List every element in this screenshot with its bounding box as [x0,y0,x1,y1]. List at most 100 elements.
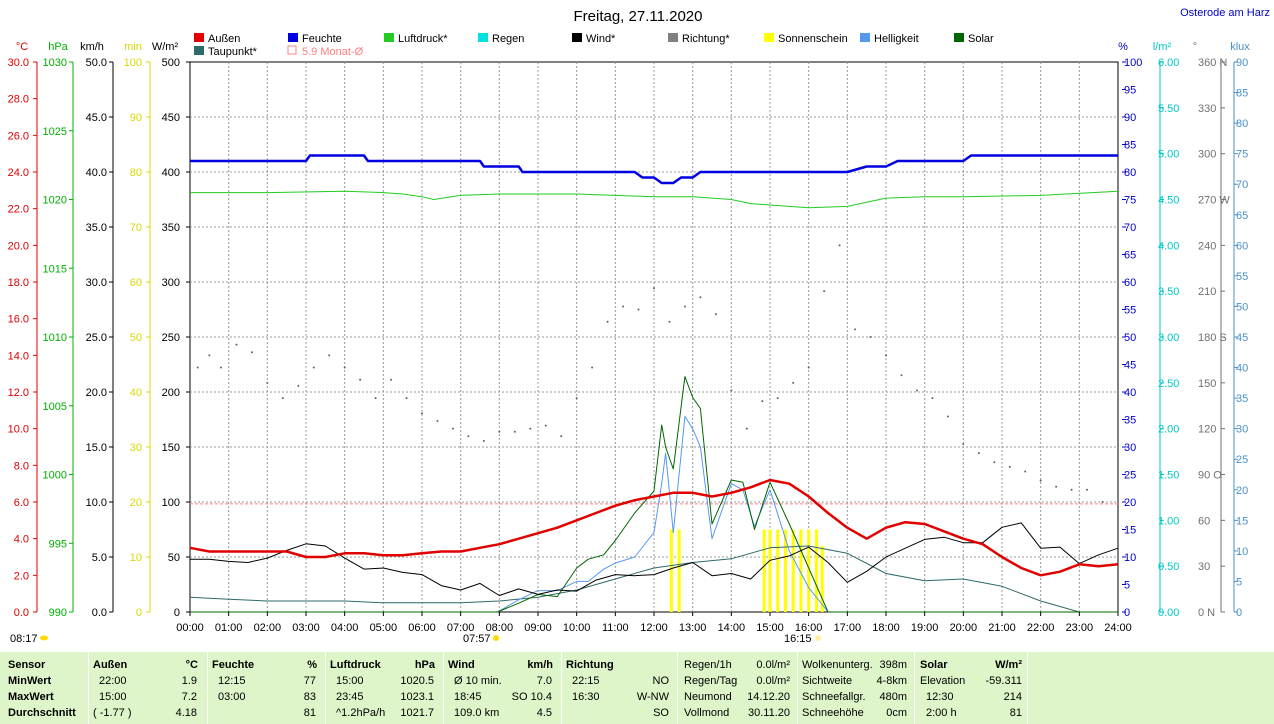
legend-swatch [194,46,204,55]
direction-point [869,336,872,338]
axis-unit-label: min [124,41,142,53]
axis-tick-label: 90 O [1198,470,1222,482]
direction-point [854,328,857,331]
axis-tick-label: 50 [1236,301,1248,313]
stats-rain-value: 30.11.20 [747,707,790,719]
direction-point [823,290,826,293]
direction-point [312,366,315,369]
weather-chart: Freitag, 27.11.2020 Osterode am Harz Auß… [8,7,1270,645]
sunrise-icon [493,635,499,641]
stats-value: 83 [303,691,316,703]
series-line-wind [190,522,1119,596]
axis-tick-label: 6.0 [14,497,29,509]
stats-header: Richtung [566,659,614,671]
direction-point [328,354,331,357]
direction-point [792,381,795,384]
direction-point [560,435,563,438]
stats-panel: Sensor MinWert MaxWert Durchschnitt Außen °C 2… [0,652,1274,724]
direction-point [730,389,733,392]
x-axis-tick-label: 12:00 [640,622,668,634]
axis-tick-label: 350 [162,222,180,234]
direction-point [1008,465,1011,468]
axis-unit-label: °C [16,41,28,53]
stats-value: 81 [303,707,316,719]
stats-cloud-label: Schneehöhe [802,707,864,719]
axis-tick-label: 0 [1236,607,1242,619]
stats-separator [797,652,798,724]
axis-tick-label: 270 W [1198,195,1230,207]
stats-value: 77 [303,675,316,687]
stats-row-label: Sensor [8,659,46,671]
axis-tick-label: 50 [1124,332,1136,344]
axis-tick-label: 20 [1236,485,1248,497]
legend-swatch [572,33,582,42]
axis-tick-label: 360 N [1198,57,1227,69]
grid [189,61,1119,613]
direction-point [683,305,686,308]
axis-tick-label: 60 [1124,277,1136,289]
axis-tick-label: 5.50 [1158,103,1179,115]
sunshine-bar [814,529,818,612]
axis-unit-label: l/m² [1153,41,1172,53]
axis-tick-label: 50.0 [86,57,107,69]
direction-point [482,439,485,442]
x-axis-tick-label: 23:00 [1066,622,1094,634]
direction-point [761,400,764,403]
axis-tick-label: 15.0 [86,442,107,454]
legend-swatch [860,33,870,42]
stats-rain-label: Regen/Tag [684,675,738,687]
stats-time: ^1.2hPa/h [336,707,386,719]
stats-solar-value: 214 [1003,691,1022,703]
axis-tick-label: 85 [1124,140,1136,152]
stats-cloud-value: 480m [879,691,907,703]
direction-point [421,412,423,415]
legend-label: Luftdruck* [398,33,448,45]
stats-time: ( -1.77 ) [93,707,132,719]
legend-swatch [384,33,394,42]
axis-tick-label: 0.50 [1158,561,1179,573]
legend-label: Feuchte [302,33,342,45]
direction-point [714,313,717,316]
sunshine-bar [677,529,681,612]
legend-label: Wind* [586,33,616,45]
axis-tick-label: 300 [162,277,180,289]
stats-header: Luftdruck [330,659,381,671]
axis-tick-label: 995 [49,538,67,550]
stats-row-label: MaxWert [8,691,54,703]
stats-value: SO [653,707,669,719]
axis-tick-label: 25 [1124,470,1136,482]
x-axis-tick-label: 04:00 [331,622,359,634]
stats-row-label: Durchschnitt [8,707,76,719]
legend-swatch [287,45,297,55]
sunshine-bar [776,529,780,612]
axis-tick-label: 65 [1124,250,1136,262]
direction-point [699,296,702,299]
x-axis-tick-label: 01:00 [215,622,243,634]
axis-tick-label: 55 [1236,271,1248,283]
axis-tick-label: 45 [1236,332,1248,344]
axis-tick-label: 1.50 [1158,470,1179,482]
axis-tick-label: 0 [174,607,180,619]
stats-time: 23:45 [336,691,364,703]
direction-point [606,320,609,323]
axis-tick-label: 20.0 [86,387,107,399]
direction-point [498,430,501,433]
axis-tick-label: 210 [1198,286,1216,298]
axis-tick-label: 12.0 [8,387,29,399]
plot-area [189,154,1119,613]
stats-rain-label: Neumond [684,691,732,703]
direction-point [405,397,408,400]
direction-point [807,366,810,369]
direction-point [359,378,362,381]
stats-rain-label: Vollmond [684,707,730,719]
axis-tick-label: 120 [1198,424,1216,436]
sunshine-bar [669,529,673,612]
axis-tick-label: 28.0 [8,94,29,106]
stats-value: 1020.5 [400,675,434,687]
axis-tick-label: 180 S [1198,332,1227,344]
x-axis-tick-label: 06:00 [408,622,436,634]
stats-solar-value: -59.311 [985,675,1023,687]
axis-tick-label: 60 [1236,240,1248,252]
x-axis-tick-label: 05:00 [370,622,398,634]
stats-time: 22:00 [99,675,127,687]
